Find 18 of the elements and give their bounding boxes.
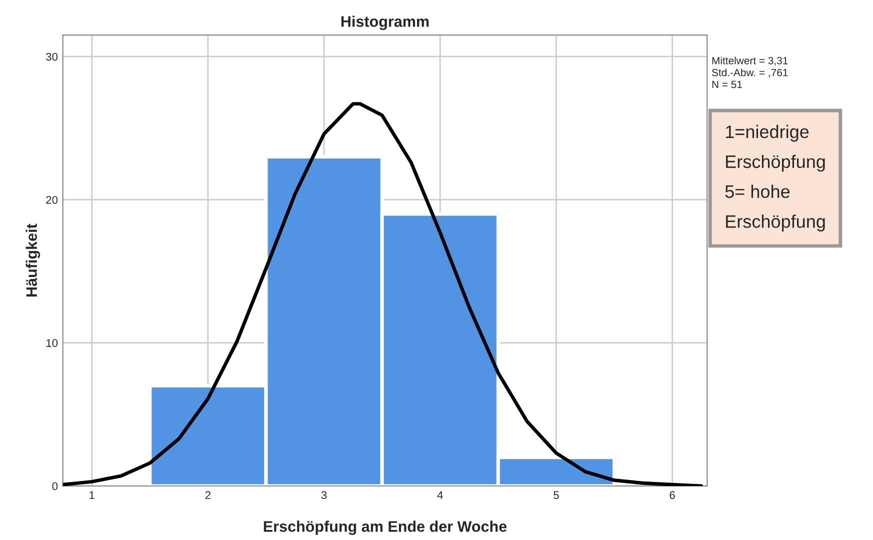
- x-tick-label: 3: [321, 491, 327, 500]
- text: 1=niedrige Erschöpfung 5= hohe Erschöpfung: [725, 124, 825, 232]
- text: Mittelwert = 3,31: [712, 56, 788, 66]
- y-tick-label: 20: [46, 196, 58, 204]
- line-series: [62, 102, 704, 486]
- x-tick-label: 2: [205, 491, 210, 499]
- x-tick-label: 1: [90, 491, 94, 499]
- y-tick-label: 10: [46, 339, 58, 347]
- text: N = 51: [712, 80, 742, 88]
- y-tick-label: 0: [52, 482, 58, 490]
- text: Std.-Abw. = ,761: [712, 68, 788, 78]
- x-tick-label: 4: [437, 491, 443, 499]
- y-tick-label: 30: [46, 52, 58, 61]
- y-axis-title: Häufigkeit: [26, 224, 40, 296]
- x-axis-title: Erschöpfung am Ende der Woche: [264, 520, 507, 535]
- chart-title: Histogramm: [341, 16, 429, 30]
- x-tick-label: 5: [554, 491, 559, 500]
- x-tick-label: 6: [670, 491, 675, 500]
